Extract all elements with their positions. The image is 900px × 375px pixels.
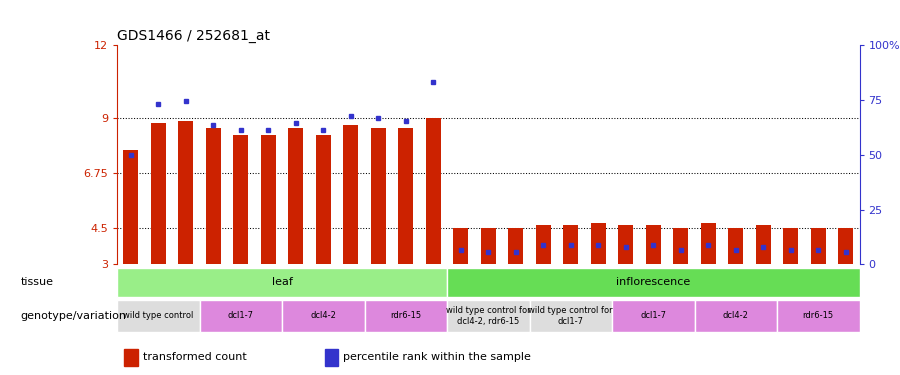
Bar — [233, 135, 248, 264]
Bar — [695, 300, 777, 332]
Bar — [618, 225, 634, 264]
Bar — [536, 225, 551, 264]
Bar — [398, 128, 413, 264]
Text: wild type control for
dcl1-7: wild type control for dcl1-7 — [528, 306, 613, 326]
Text: dcl4-2: dcl4-2 — [310, 311, 337, 320]
Text: rdr6-15: rdr6-15 — [391, 311, 421, 320]
Bar — [447, 268, 860, 297]
Bar — [481, 228, 496, 264]
Bar — [563, 225, 579, 264]
Bar — [756, 225, 770, 264]
Bar — [124, 349, 138, 366]
Bar — [150, 123, 166, 264]
Bar — [590, 223, 606, 264]
Bar — [701, 223, 716, 264]
Bar — [838, 228, 853, 264]
Bar — [178, 121, 194, 264]
Bar — [123, 150, 139, 264]
Bar — [117, 300, 200, 332]
Bar — [200, 300, 282, 332]
Text: transformed count: transformed count — [143, 352, 247, 362]
Text: rdr6-15: rdr6-15 — [803, 311, 833, 320]
Text: tissue: tissue — [21, 277, 54, 287]
Text: genotype/variation: genotype/variation — [21, 311, 127, 321]
Bar — [447, 300, 529, 332]
Bar — [316, 135, 331, 264]
Bar — [673, 228, 689, 264]
Bar — [454, 228, 468, 264]
Text: wild type control: wild type control — [123, 311, 194, 320]
Bar — [364, 300, 447, 332]
Bar — [325, 349, 338, 366]
Bar — [261, 135, 275, 264]
Text: GDS1466 / 252681_at: GDS1466 / 252681_at — [117, 28, 270, 43]
Bar — [783, 228, 798, 264]
Bar — [282, 300, 364, 332]
Bar — [529, 300, 612, 332]
Bar — [343, 125, 358, 264]
Text: percentile rank within the sample: percentile rank within the sample — [344, 352, 531, 362]
Bar — [426, 118, 441, 264]
Bar — [728, 228, 743, 264]
Text: leaf: leaf — [272, 277, 292, 287]
Text: dcl1-7: dcl1-7 — [640, 311, 666, 320]
Text: dcl1-7: dcl1-7 — [228, 311, 254, 320]
Bar — [777, 300, 860, 332]
Bar — [811, 228, 826, 264]
Bar — [371, 128, 386, 264]
Text: wild type control for
dcl4-2, rdr6-15: wild type control for dcl4-2, rdr6-15 — [446, 306, 531, 326]
Bar — [117, 268, 447, 297]
Text: inflorescence: inflorescence — [616, 277, 690, 287]
Bar — [612, 300, 695, 332]
Bar — [645, 225, 661, 264]
Bar — [288, 128, 303, 264]
Text: dcl4-2: dcl4-2 — [723, 311, 749, 320]
Bar — [508, 228, 523, 264]
Bar — [206, 128, 220, 264]
